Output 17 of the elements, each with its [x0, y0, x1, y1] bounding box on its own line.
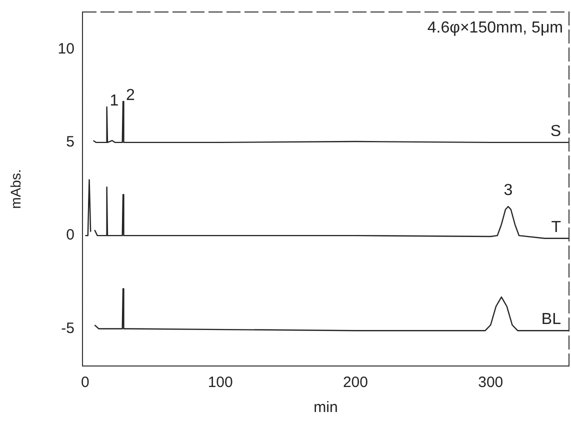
x-axis-title: min [314, 399, 338, 416]
x-tick-label: 0 [81, 374, 90, 392]
series-label: T [551, 218, 562, 236]
y-tick-label: 5 [66, 134, 74, 151]
y-tick-label: 0 [66, 226, 74, 244]
y-tick-label: 10 [58, 40, 74, 58]
x-tick-label: 200 [342, 374, 368, 392]
x-tick-label: 100 [208, 374, 233, 392]
annotation: 4.6φ×150mm, 5μm [427, 19, 563, 36]
series-label: S [550, 122, 561, 140]
annotation: 1 [110, 92, 119, 110]
y-tick-label: -5 [61, 320, 74, 337]
series-label: BL [541, 311, 562, 328]
annotation: 2 [126, 86, 136, 104]
y-axis-title: mAbs. [7, 169, 24, 209]
annotation: 3 [504, 182, 513, 199]
x-tick-label: 300 [478, 374, 504, 392]
